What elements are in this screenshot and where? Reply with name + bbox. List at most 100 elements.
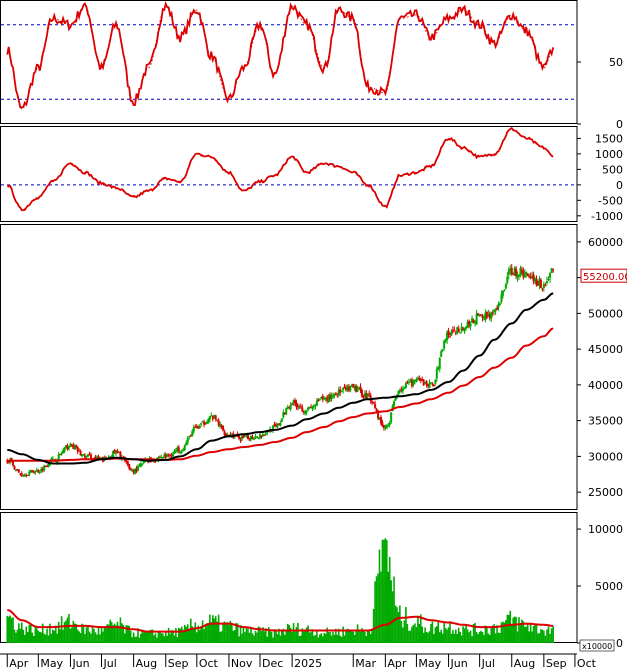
volume-bar xyxy=(528,631,530,643)
candle-body xyxy=(28,471,31,476)
candle-body xyxy=(259,434,262,439)
candle-body xyxy=(347,386,350,391)
volume-bar xyxy=(75,624,78,643)
candle-body xyxy=(459,332,462,334)
volume-bar xyxy=(508,614,510,643)
volume-bar xyxy=(493,624,495,643)
volume-bar xyxy=(135,636,138,643)
candle-body xyxy=(192,427,195,432)
candle-body xyxy=(113,449,116,454)
candle-body xyxy=(40,468,43,472)
volume-bar xyxy=(417,615,419,643)
candle-body xyxy=(515,268,518,276)
volume-bar xyxy=(129,630,132,643)
candle-body xyxy=(279,422,282,427)
candle-body xyxy=(298,407,301,409)
candle-body xyxy=(135,467,138,472)
candle-body xyxy=(261,434,264,436)
candle-body xyxy=(81,454,84,457)
volume-bar xyxy=(185,626,188,643)
volume-bar xyxy=(59,629,61,643)
candle-body xyxy=(7,462,10,464)
volume-bar xyxy=(468,632,470,643)
candle-body xyxy=(274,424,277,427)
volume-bar xyxy=(68,613,70,643)
candle-body xyxy=(520,269,523,272)
candle-body xyxy=(294,400,297,404)
candle-body xyxy=(480,314,483,316)
volume-bar xyxy=(196,632,198,643)
momentum-axis-tick-label-1: 1000 xyxy=(595,148,623,161)
candle-body xyxy=(358,387,361,389)
candle-body xyxy=(323,398,326,400)
candle-body xyxy=(491,312,494,314)
candle-body xyxy=(427,384,430,386)
ma-long-line xyxy=(7,327,554,462)
volume-bar xyxy=(79,633,82,643)
candle-body xyxy=(432,384,435,386)
candle-body xyxy=(326,397,329,401)
candle-body xyxy=(333,393,336,396)
candle-body xyxy=(409,379,412,381)
volume-bar xyxy=(13,629,16,643)
volume-bar xyxy=(7,616,10,643)
volume-bar xyxy=(371,629,373,643)
ma-short-line xyxy=(7,292,554,465)
candle-body xyxy=(334,392,337,394)
volume-bar xyxy=(446,629,448,643)
volume-bar xyxy=(369,633,372,643)
volume-bar xyxy=(57,621,60,643)
candle-body xyxy=(371,401,374,404)
volume-bar xyxy=(326,627,328,643)
candle-body xyxy=(523,273,526,278)
volume-bar xyxy=(349,629,352,643)
volume-bar xyxy=(546,629,548,643)
candle-body xyxy=(128,464,131,469)
candle-body xyxy=(288,406,291,408)
candle-body xyxy=(487,313,490,317)
volume-bar xyxy=(509,610,512,643)
volume-bar xyxy=(300,635,302,643)
volume-bar xyxy=(313,635,315,643)
volume-bar xyxy=(454,629,457,643)
candle-body xyxy=(276,423,279,428)
volume-bar xyxy=(276,634,279,643)
candle-body xyxy=(131,469,134,472)
candle-body xyxy=(308,407,311,409)
volume-bar xyxy=(239,625,242,643)
volume-bar xyxy=(169,633,171,643)
volume-bar xyxy=(244,632,246,643)
volume-bar xyxy=(441,633,444,643)
candle-body xyxy=(195,425,198,428)
candle-body xyxy=(393,401,396,406)
candle-body xyxy=(12,460,15,466)
volume-bar xyxy=(330,635,333,643)
candle-body xyxy=(506,276,509,283)
candle-body xyxy=(170,454,173,457)
oscillator-axis-tick-label-1: 50 xyxy=(609,56,623,69)
volume-bar xyxy=(431,621,434,643)
volume-bar xyxy=(72,620,75,643)
candle-body xyxy=(289,404,292,410)
candle-body xyxy=(201,421,204,423)
volume-bar xyxy=(106,624,109,643)
volume-bar xyxy=(241,633,243,643)
volume-bar xyxy=(52,629,54,643)
volume-bar xyxy=(436,626,438,643)
volume-bar xyxy=(342,626,344,643)
volume-bar xyxy=(94,632,97,643)
volume-bar xyxy=(424,627,426,643)
volume-bar xyxy=(490,626,493,643)
volume-bar xyxy=(491,625,494,643)
candle-body xyxy=(26,475,29,477)
candle-body xyxy=(282,412,285,418)
volume-bar xyxy=(242,626,245,643)
volume-bar xyxy=(9,615,11,643)
candle-body xyxy=(457,328,460,333)
volume-bar xyxy=(291,632,293,643)
volume-bar xyxy=(134,636,136,643)
candle-body xyxy=(136,466,139,471)
oscillator-panel-frame xyxy=(0,0,578,124)
volume-bar xyxy=(200,626,202,643)
candle-body xyxy=(126,460,129,466)
